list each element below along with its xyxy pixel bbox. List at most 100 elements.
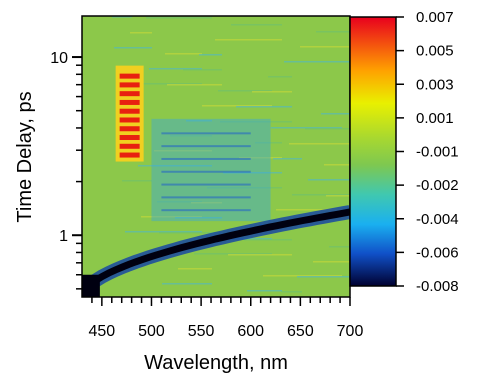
heatmap-streak xyxy=(194,253,272,255)
positive-band-segment xyxy=(119,117,140,123)
positive-band-segment xyxy=(119,82,140,88)
heatmap-streak xyxy=(247,290,282,292)
heatmap-streak xyxy=(178,268,212,270)
x-tick-label: 500 xyxy=(138,323,165,340)
positive-band-segment xyxy=(119,91,140,97)
heatmap-streak xyxy=(329,246,350,248)
heatmap-streak xyxy=(154,150,212,152)
positive-band-segment xyxy=(119,108,140,114)
heatmap-streak xyxy=(281,291,302,293)
colorbar-tick-label: -0.006 xyxy=(416,244,459,261)
chirp-curve xyxy=(82,208,350,297)
heatmap-streak xyxy=(231,24,282,26)
heatmap-streak xyxy=(276,209,350,211)
colorbar-tick-label: -0.004 xyxy=(416,211,459,228)
heatmap-streak xyxy=(297,276,350,278)
positive-band-segment xyxy=(119,135,140,141)
positive-band-segment xyxy=(119,152,140,158)
negative-region-streak xyxy=(161,183,251,186)
heatmap-streak xyxy=(268,76,292,78)
positive-band-segment xyxy=(119,126,140,132)
heatmap-streak xyxy=(308,179,350,181)
x-axis-title: Wavelength, nm xyxy=(144,352,288,374)
heatmap-streak xyxy=(255,142,282,144)
heatmap-streak xyxy=(125,231,202,233)
colorbar-gradient xyxy=(349,16,397,287)
heatmap-streak xyxy=(252,91,292,93)
heatmap-streak xyxy=(220,121,292,123)
colorbar-tick-label: 0.007 xyxy=(416,9,454,26)
heatmap-streak xyxy=(228,254,292,256)
heatmap-streak xyxy=(141,216,202,218)
colorbar-tick-label: 0.003 xyxy=(416,76,454,93)
negative-region-streak xyxy=(161,145,251,148)
heatmap-streak xyxy=(300,46,350,48)
heatmap-streak xyxy=(122,180,152,182)
x-axis: 450 500 550 600 650 700 xyxy=(89,297,364,340)
y-tick-label: 1 xyxy=(59,228,68,245)
y-axis: 1 10 xyxy=(50,50,82,290)
heatmap-streak xyxy=(146,17,212,19)
heatmap-streak xyxy=(239,157,282,159)
heatmap-streak xyxy=(157,201,202,203)
heatmap-streak xyxy=(316,31,350,33)
y-axis-title: Time Delay, ps xyxy=(14,91,36,222)
colorbar-tick-label: -0.008 xyxy=(416,278,459,295)
x-tick-label: 700 xyxy=(337,323,364,340)
heatmap-streak xyxy=(114,47,152,49)
heatmap-streak xyxy=(313,261,350,263)
negative-region-streak xyxy=(161,132,251,135)
negative-region-streak xyxy=(161,196,251,199)
x-tick-label: 450 xyxy=(89,323,116,340)
heatmap-streak xyxy=(223,172,282,174)
heatmap-streak xyxy=(183,69,222,71)
heatmap-streak xyxy=(130,32,152,34)
colorbar: 0.007 0.005 0.003 0.001 -0.001 -0.002 -0.004 -0… xyxy=(349,9,459,295)
positive-band-segment xyxy=(119,99,140,105)
negative-region xyxy=(151,118,271,222)
heatmap-streak xyxy=(305,128,350,130)
colorbar-tick-label: -0.002 xyxy=(416,177,459,194)
chirp-origin xyxy=(82,274,100,297)
heatmap-streak xyxy=(165,53,202,55)
positive-band-segment xyxy=(119,73,140,79)
heatmap-streak xyxy=(167,84,222,86)
heatmap-streak xyxy=(284,61,350,63)
heatmap-streak xyxy=(324,164,350,166)
x-tick-label: 650 xyxy=(287,323,314,340)
x-tick-label: 600 xyxy=(237,323,264,340)
positive-band-segment xyxy=(119,143,140,149)
colorbar-tick-label: -0.001 xyxy=(416,144,459,161)
heatmap-streak xyxy=(244,239,292,241)
y-tick-label: 10 xyxy=(50,50,68,67)
heatmap-streak xyxy=(326,195,350,197)
colorbar-tick-label: 0.001 xyxy=(416,110,454,127)
heatmap-streak xyxy=(159,232,222,234)
heatmap-streak xyxy=(186,120,212,122)
heatmap-streak xyxy=(170,135,212,137)
heatmap-streak xyxy=(138,165,212,167)
heatmap-streak xyxy=(218,90,272,92)
heatmap-streak xyxy=(263,275,342,277)
x-tick-label: 550 xyxy=(188,323,215,340)
negative-region-streak xyxy=(161,170,251,173)
heatmap-streak xyxy=(236,106,292,108)
heatmap-streak xyxy=(271,127,342,129)
heatmap-streak xyxy=(149,68,202,70)
heatmap-streak xyxy=(321,113,350,115)
heatmap-streak xyxy=(175,217,222,219)
heatmap-streak xyxy=(289,143,350,145)
negative-region-streak xyxy=(161,209,251,212)
heatmap-streak xyxy=(215,39,282,41)
heatmap-streak xyxy=(191,202,222,204)
heatmap-streak xyxy=(162,283,212,285)
plot-area xyxy=(82,16,350,297)
heatmap-streak xyxy=(273,158,302,160)
heatmap-streak xyxy=(207,187,282,189)
heatmap-streak xyxy=(292,194,350,196)
negative-region-streak xyxy=(161,157,251,160)
heatmap-streak xyxy=(202,105,272,107)
colorbar-tick-label: 0.005 xyxy=(416,43,454,60)
heatmap-streak xyxy=(199,54,222,56)
